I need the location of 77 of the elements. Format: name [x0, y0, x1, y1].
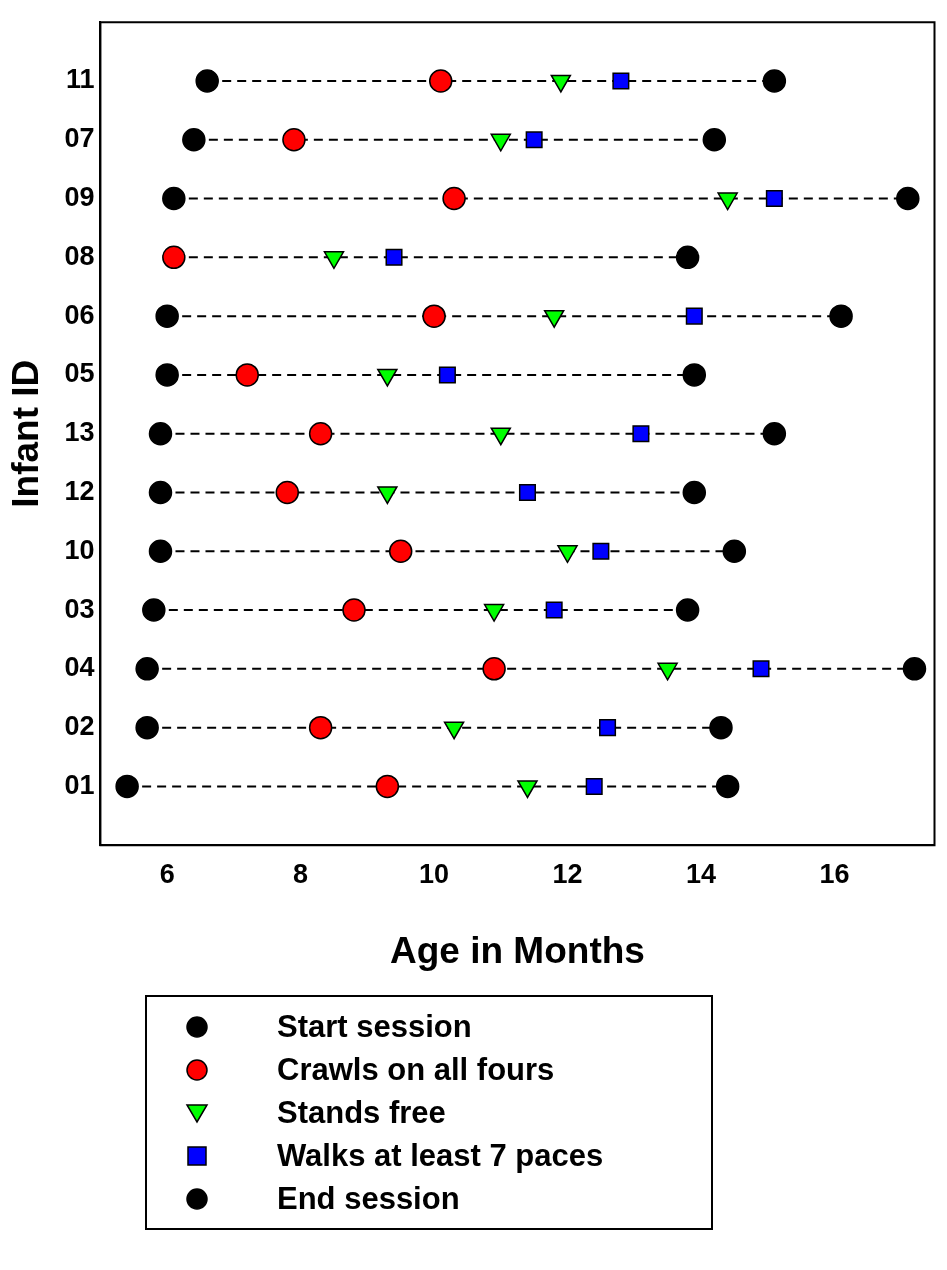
legend-label: Start session [277, 1008, 472, 1045]
x-tick-label: 6 [159, 858, 175, 889]
point [765, 190, 783, 208]
point [115, 774, 139, 799]
point [685, 307, 703, 325]
point [182, 128, 206, 152]
point [682, 480, 707, 505]
point [155, 304, 179, 328]
point [135, 715, 159, 740]
point [762, 69, 787, 93]
point [612, 72, 630, 90]
legend-label: End session [277, 1180, 460, 1217]
point [518, 483, 536, 502]
point [162, 245, 186, 270]
point [308, 421, 333, 446]
x-tick-label: 10 [419, 858, 450, 889]
point [155, 363, 179, 387]
y-tick-label: 06 [64, 299, 95, 330]
point [148, 480, 173, 505]
point [428, 69, 453, 93]
y-tick-label: 08 [64, 240, 95, 271]
y-tick-label: 13 [64, 417, 95, 448]
y-tick-label: 03 [64, 593, 95, 624]
point [375, 774, 400, 799]
point [482, 657, 506, 681]
point [438, 366, 456, 384]
point [422, 304, 446, 328]
y-axis-title: Infant ID [5, 359, 47, 508]
point [148, 539, 173, 564]
point [308, 715, 333, 740]
point [902, 657, 927, 681]
legend-label: Walks at least 7 paces [277, 1137, 604, 1174]
point [142, 598, 166, 622]
point [702, 128, 727, 152]
y-tick-label: 04 [64, 652, 95, 683]
point [752, 660, 770, 678]
point [442, 186, 466, 211]
point [675, 598, 700, 622]
y-tick-label: 10 [64, 534, 95, 565]
point [762, 421, 787, 446]
point [709, 715, 733, 740]
y-tick-label: 01 [64, 769, 95, 800]
point [896, 186, 920, 211]
y-tick-label: 07 [64, 123, 95, 154]
point [342, 598, 366, 622]
y-tick-label: 12 [64, 475, 95, 506]
point [585, 777, 603, 795]
point [829, 304, 853, 328]
legend-label: Stands free [277, 1094, 446, 1131]
y-tick-label: 09 [64, 182, 95, 213]
y-tick-label: 02 [64, 711, 95, 742]
point [235, 363, 259, 387]
point [525, 131, 543, 149]
x-tick-label: 8 [293, 858, 309, 889]
y-tick-label: 05 [64, 358, 95, 389]
point [545, 601, 563, 619]
point [599, 719, 617, 737]
point [135, 657, 159, 681]
point [715, 774, 740, 799]
point [592, 542, 610, 560]
x-tick-label: 16 [819, 858, 850, 889]
point [632, 425, 650, 443]
point [385, 248, 403, 266]
x-axis-title: Age in Months [390, 930, 645, 971]
point [388, 539, 413, 564]
point [282, 128, 306, 152]
x-tick-label: 12 [552, 858, 583, 889]
point [682, 363, 707, 387]
x-tick-label: 14 [685, 858, 716, 889]
point [275, 480, 300, 505]
legend-label: Crawls on all fours [277, 1051, 555, 1088]
point [675, 245, 700, 270]
point [195, 69, 219, 93]
y-tick-label: 11 [65, 64, 95, 95]
point [722, 539, 747, 564]
point [148, 421, 173, 446]
point [162, 186, 186, 211]
